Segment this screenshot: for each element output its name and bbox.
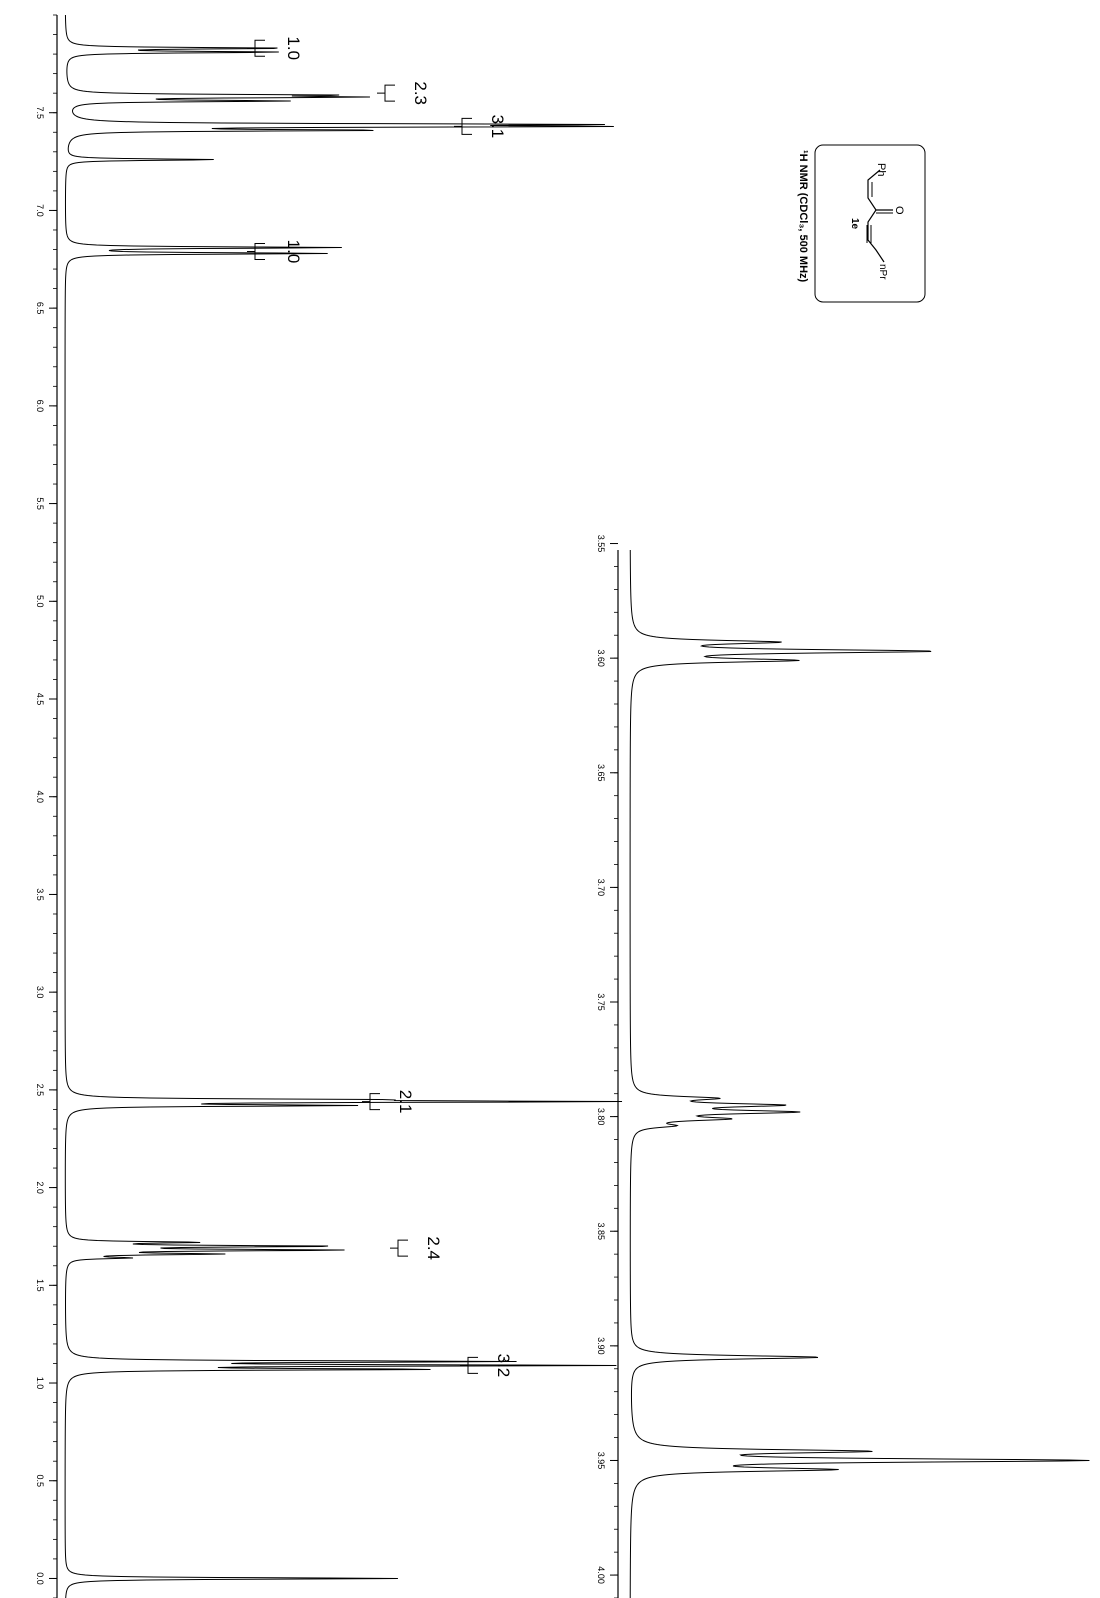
main-tick-label: 0.5 (35, 1474, 45, 1487)
structure-npr-label: nPr (877, 264, 888, 280)
main-tick-label: 5.0 (35, 595, 45, 608)
integral-bracket (377, 84, 395, 102)
structure-carbonyl-o: O (893, 206, 905, 215)
inset-tick-label: 3.85 (596, 1222, 606, 1240)
integral-label: 2.3 (411, 81, 430, 105)
inset-ticks: 3.55 3.60 3.65 3.70 3.75 3.80 3.85 3.90 3.95 4.00 (596, 535, 618, 1598)
main-tick-label: 6.5 (35, 302, 45, 315)
integral-label: 2.4 (424, 1236, 443, 1260)
structure-ph-label: Ph (875, 163, 887, 176)
inset-tick-label: 4.00 (596, 1566, 606, 1584)
main-spectrum-trace (64, 14, 623, 1598)
inset-tick-label: 3.55 (596, 535, 606, 553)
main-ticks: 0.0 0.5 1.0 1.5 2.0 2.5 3.0 3.5 4.0 4.5 5.0 5.5 6.0 6… (35, 14, 57, 1598)
main-tick-label: 2.5 (35, 1084, 45, 1097)
inset-tick-label: 3.95 (596, 1452, 606, 1470)
inset-tick-label: 3.80 (596, 1108, 606, 1126)
integral-bracket (454, 117, 472, 135)
compound-label: 1e (849, 218, 860, 230)
inset-tick-label: 3.90 (596, 1337, 606, 1355)
inset-spectrum: 3.55 3.60 3.65 3.70 3.75 3.80 3.85 3.90 3.95 4.00 (596, 535, 1090, 1598)
main-spectrum: 0.0 0.5 1.0 1.5 2.0 2.5 3.0 3.5 4.0 4.5 5.0 5.5 6.0 6… (35, 14, 623, 1598)
main-tick-label: 6.0 (35, 400, 45, 413)
main-tick-label: 3.0 (35, 986, 45, 999)
inset-spectrum-trace (629, 549, 1090, 1598)
main-tick-label: 0.0 (35, 1572, 45, 1585)
integral-label: 2.1 (396, 1090, 415, 1114)
main-tick-label: 4.5 (35, 693, 45, 706)
integral-bracket (247, 39, 265, 57)
integral-label: 1.0 (284, 240, 303, 264)
integral-bracket (460, 1356, 478, 1374)
main-integrals: 1.0 2.3 3.1 1.0 2.1 2.4 3.2 (247, 36, 513, 1377)
integral-label: 3.1 (488, 115, 507, 139)
integral-bracket (247, 242, 265, 260)
main-tick-label: 2.0 (35, 1181, 45, 1194)
main-tick-label: 7.0 (35, 204, 45, 217)
inset-tick-label: 3.70 (596, 879, 606, 897)
main-tick-label: 1.0 (35, 1377, 45, 1390)
integral-label: 1.0 (284, 36, 303, 60)
main-tick-label: 5.5 (35, 497, 45, 510)
nmr-conditions-caption: ¹H NMR (CDCl₃, 500 MHz) (797, 150, 809, 283)
integral-bracket (362, 1093, 380, 1111)
integral-label: 3.2 (494, 1354, 513, 1378)
molecule-structure: Ph O nPr 1e ¹H NMR (CDCl₃, 500 MHz) (797, 144, 926, 303)
integral-bracket (390, 1239, 408, 1257)
inset-tick-label: 3.65 (596, 764, 606, 782)
inset-tick-label: 3.75 (596, 993, 606, 1011)
structure-bonds (867, 169, 885, 263)
structure-box (814, 144, 926, 303)
main-tick-label: 3.5 (35, 888, 45, 901)
inset-tick-label: 3.60 (596, 649, 606, 667)
main-tick-label: 1.5 (35, 1279, 45, 1292)
main-tick-label: 4.0 (35, 790, 45, 803)
main-tick-label: 7.5 (35, 106, 45, 119)
